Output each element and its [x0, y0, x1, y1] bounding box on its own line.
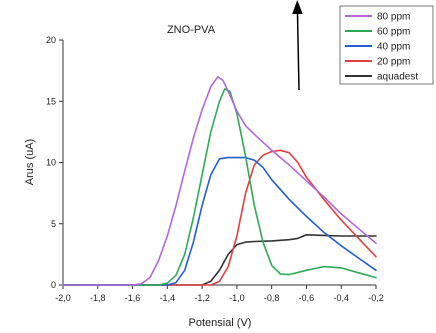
series-line-60-ppm	[62, 88, 377, 286]
legend: 80 ppm 60 ppm 40 ppm 20 ppm aquadest	[339, 5, 434, 85]
y-tick-label: 0	[51, 280, 56, 290]
x-tick-label: -1,6	[125, 293, 141, 303]
y-tick-label: 5	[51, 219, 56, 229]
y-tick-label: 20	[46, 35, 56, 45]
annotation-arrow	[292, 0, 303, 91]
x-tick-label: -1,8	[90, 293, 106, 303]
x-tick-label: -1,4	[160, 293, 176, 303]
x-tick-label: -1,0	[229, 293, 245, 303]
y-axis-title: Arus (uA)	[24, 139, 36, 185]
x-tick-label: -0,8	[264, 293, 280, 303]
x-tick-label: -0,2	[368, 293, 384, 303]
series-line-40-ppm	[62, 156, 377, 286]
y-tick-label: 15	[46, 96, 56, 106]
x-tick-label: -0,4	[333, 293, 349, 303]
annotation-arrow-head	[292, 0, 303, 14]
series-lines	[62, 76, 377, 286]
series-line-80-ppm	[62, 76, 377, 286]
x-tick-label: -1,2	[194, 293, 210, 303]
legend-label-20-ppm: 20 ppm	[377, 57, 410, 68]
x-tick-label: -2,0	[55, 293, 71, 303]
legend-label-60-ppm: 60 ppm	[377, 27, 410, 38]
annotation-arrow-shaft	[296, 13, 300, 91]
series-line-20-ppm	[62, 149, 377, 286]
legend-label-40-ppm: 40 ppm	[377, 42, 410, 53]
x-tick-label: -0,6	[299, 293, 315, 303]
legend-label-80-ppm: 80 ppm	[377, 12, 410, 23]
axes: -2,0 -1,8 -1,6 -1,4 -1,2 -1,0 -0,8 -0,6 -0,4 -0,2…	[46, 35, 384, 303]
x-axis-title: Potensial (V)	[189, 317, 252, 329]
chart-title: ZNO-PVA	[167, 24, 216, 36]
y-tick-label: 10	[46, 158, 56, 168]
legend-label-aquadest: aquadest	[377, 72, 418, 83]
